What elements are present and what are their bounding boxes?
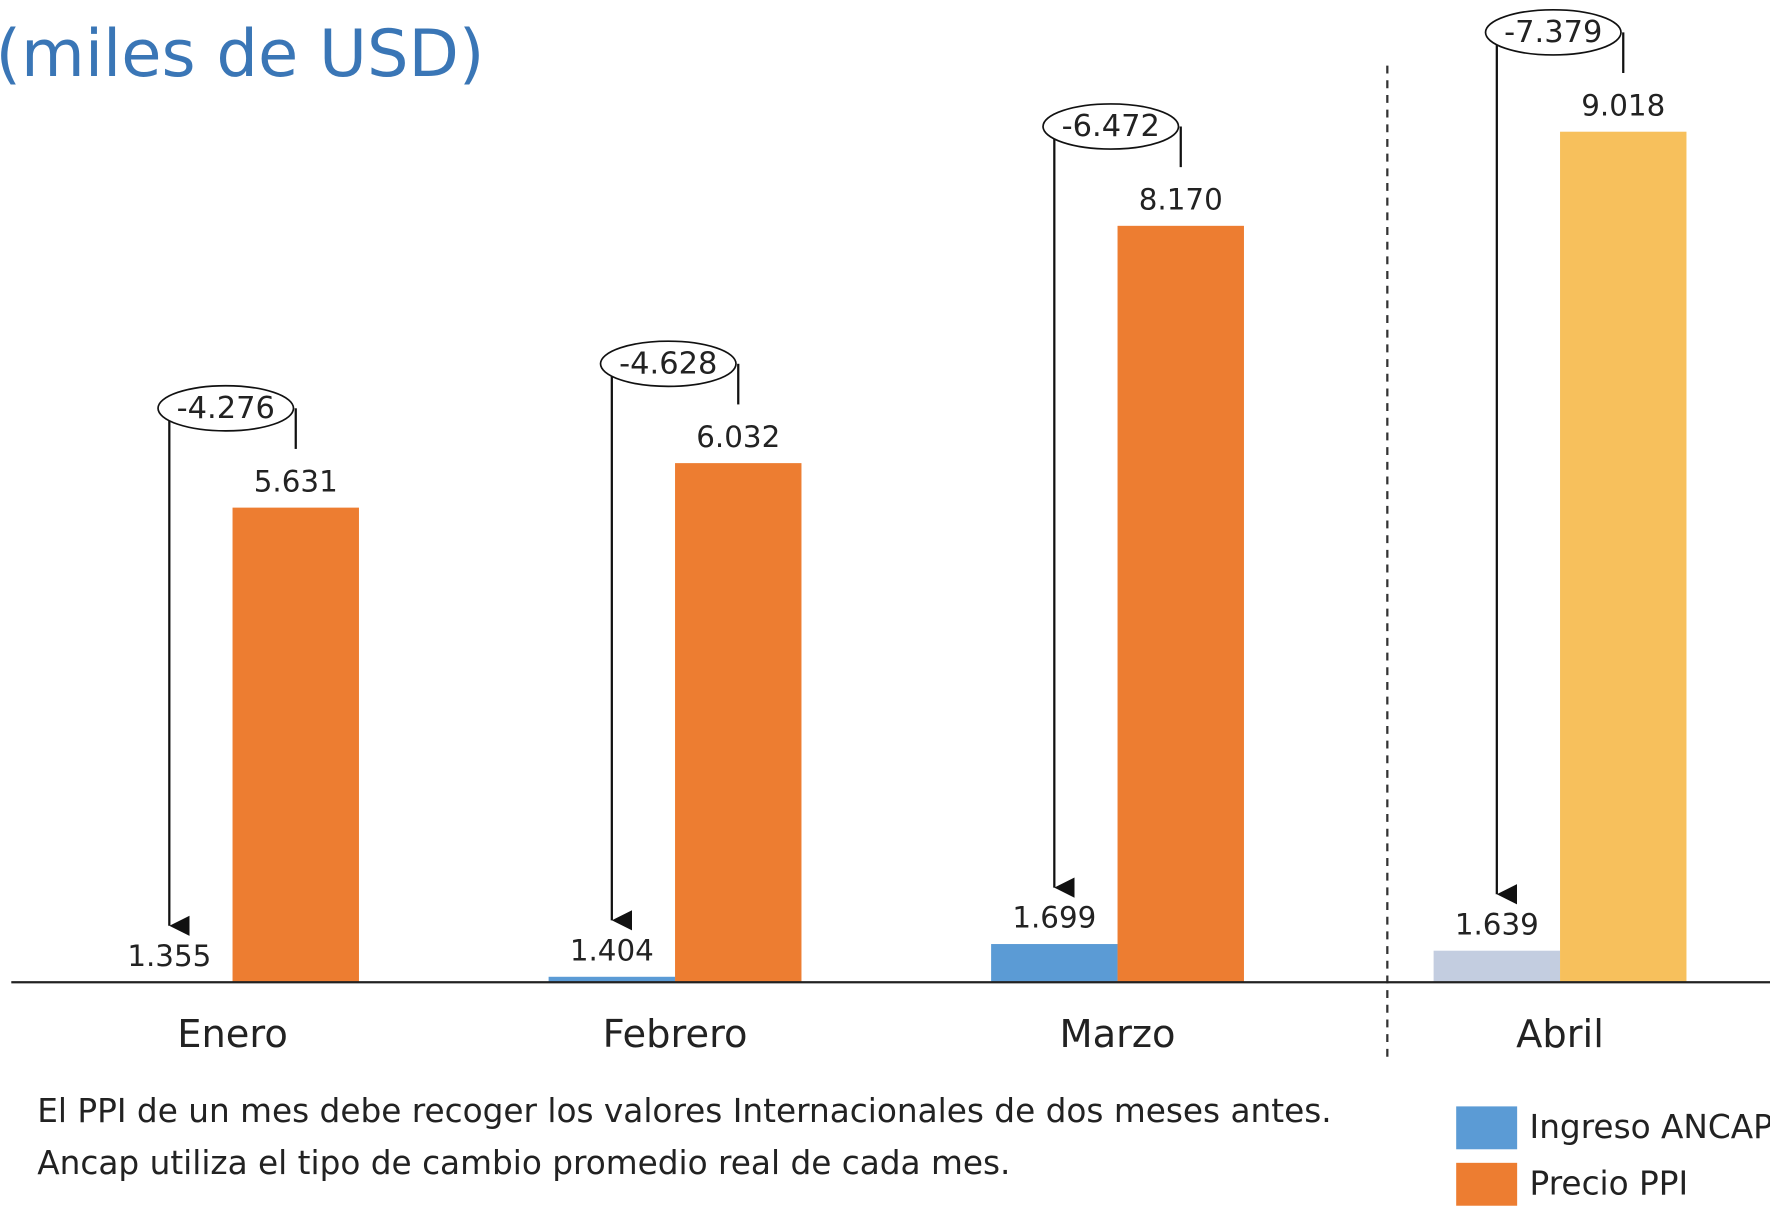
difference-label: -4.276 xyxy=(177,391,275,426)
bar xyxy=(1117,225,1244,983)
x-tick-label: Febrero xyxy=(603,1012,748,1057)
difference-label: -7.379 xyxy=(1504,15,1602,50)
data-label: 1.404 xyxy=(570,933,654,967)
difference-bubble xyxy=(1042,103,1180,150)
data-label: 1.699 xyxy=(1012,901,1096,935)
x-tick-label: Marzo xyxy=(1060,1012,1176,1057)
bar xyxy=(232,507,359,983)
difference-bubble xyxy=(599,340,737,388)
bar xyxy=(991,944,1118,983)
legend-label: Precio PPI xyxy=(1530,1164,1689,1202)
note: El PPI de un mes debe recoger los valore… xyxy=(37,1092,1331,1130)
data-label: 9.018 xyxy=(1581,88,1665,122)
bar xyxy=(675,463,802,983)
difference-label: -4.628 xyxy=(619,346,717,381)
data-label: 6.032 xyxy=(696,420,780,454)
difference-label: -6.472 xyxy=(1062,109,1160,144)
legend-label: Ingreso ANCAP xyxy=(1530,1108,1770,1146)
difference-bubble xyxy=(1484,8,1622,56)
chart-title: (miles de USD) xyxy=(0,16,484,92)
bar xyxy=(1560,131,1687,983)
x-tick-label: Abril xyxy=(1516,1012,1604,1057)
data-label: 1.355 xyxy=(127,939,211,973)
legend-swatch xyxy=(1456,1162,1518,1206)
x-tick-label: Enero xyxy=(177,1012,288,1057)
data-label: 5.631 xyxy=(254,464,338,498)
data-label: 1.639 xyxy=(1455,907,1539,941)
bar xyxy=(1433,950,1561,983)
data-label: 8.170 xyxy=(1139,182,1223,216)
note: Ancap utiliza el tipo de cambio promedio… xyxy=(37,1144,1010,1182)
legend-swatch xyxy=(1456,1106,1518,1150)
difference-bubble xyxy=(157,384,295,432)
bar xyxy=(548,976,676,983)
